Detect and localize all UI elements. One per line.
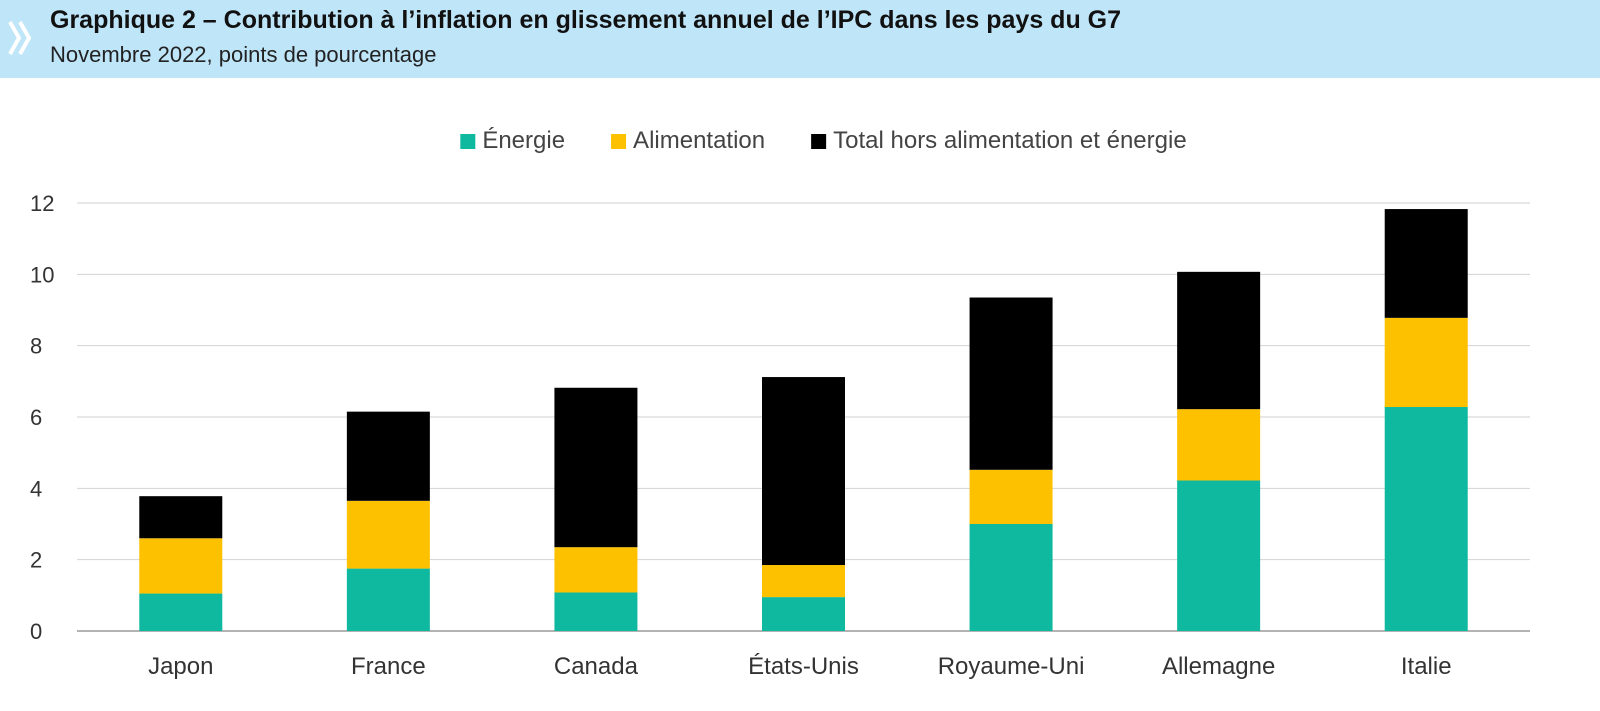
bar-segment [762, 597, 845, 631]
y-tick-label: 2 [30, 548, 42, 573]
bar-segment [554, 387, 638, 548]
x-category-label: États-Unis [748, 653, 859, 680]
y-tick-label: 0 [30, 619, 42, 644]
legend-swatch [460, 134, 476, 149]
chart-title: Graphique 2 – Contribution à l’inflation… [50, 6, 1122, 34]
bar-segment [139, 496, 223, 539]
y-axis-ticks: 0 2 4 6 8 10 12 [30, 191, 54, 644]
stacked-bar-chart: Énergie Alimentation Total hors alimentati… [30, 127, 1530, 680]
x-category-label: France [351, 653, 426, 680]
bar-segment [346, 411, 430, 501]
bar-segment [1177, 480, 1261, 631]
x-category-label: Canada [554, 653, 639, 680]
y-tick-label: 12 [30, 191, 54, 216]
y-tick-label: 4 [30, 476, 42, 501]
chart-header: Graphique 2 – Contribution à l’inflation… [0, 0, 1600, 78]
bar-segment [969, 524, 1053, 631]
legend-item: Alimentation [611, 127, 765, 154]
x-category-label: Italie [1401, 653, 1452, 680]
bar-segment [554, 547, 638, 593]
bar-segment [346, 568, 430, 631]
x-category-label: Japon [148, 653, 213, 680]
legend-item: Total hors alimentation et énergie [811, 127, 1187, 154]
chart-bars [139, 209, 1468, 631]
chart-legend: Énergie Alimentation Total hors alimentati… [460, 127, 1187, 154]
bar-segment [1384, 317, 1468, 408]
legend-item: Énergie [460, 127, 565, 154]
x-axis-categories: Japon France Canada États-Unis Royaume-Uni Al… [148, 653, 1451, 680]
double-chevron-right-icon [8, 21, 32, 55]
bar-segment [1177, 409, 1261, 481]
y-tick-label: 10 [30, 262, 54, 287]
chart-grid [77, 202, 1530, 632]
bar-segment [1384, 209, 1468, 318]
bar-segment [139, 538, 223, 594]
legend-swatch [611, 134, 627, 149]
bar-segment [762, 377, 845, 566]
bar-segment [554, 592, 638, 631]
x-category-label: Allemagne [1162, 653, 1275, 680]
legend-label: Énergie [482, 127, 565, 154]
legend-swatch [811, 134, 827, 149]
bar-segment [139, 593, 223, 631]
legend-label: Alimentation [633, 127, 765, 154]
y-tick-label: 8 [30, 334, 42, 359]
bar-segment [1384, 407, 1468, 631]
legend-label: Total hors alimentation et énergie [833, 127, 1187, 154]
y-tick-label: 6 [30, 405, 42, 430]
bar-segment [1177, 271, 1261, 410]
bar-segment [762, 565, 845, 598]
chart-subtitle: Novembre 2022, points de pourcentage [50, 42, 437, 67]
x-category-label: Royaume-Uni [938, 653, 1085, 680]
bar-segment [969, 297, 1053, 470]
bar-segment [346, 500, 430, 569]
bar-segment [969, 469, 1053, 524]
